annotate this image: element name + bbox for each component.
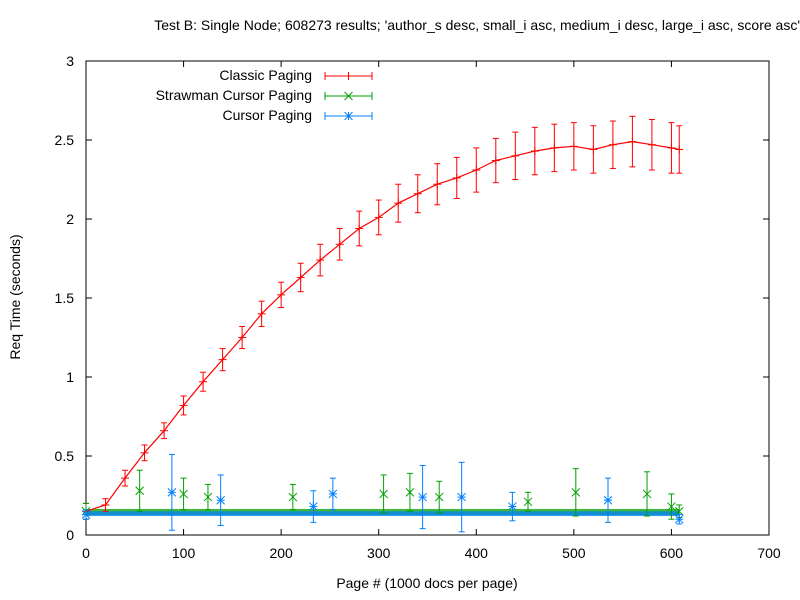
chart-title: Test B: Single Node; 608273 results; 'au…: [154, 17, 800, 33]
data-point: [308, 502, 318, 511]
data-point: [216, 495, 226, 505]
y-tick-label: 1.5: [55, 290, 75, 306]
x-tick-label: 400: [465, 545, 489, 561]
legend-label-cursor: Cursor Paging: [223, 107, 313, 123]
x-axis-label: Page # (1000 docs per page): [336, 575, 517, 591]
data-point: [603, 495, 613, 505]
legend-label-strawman: Strawman Cursor Paging: [156, 87, 312, 103]
legend-marker: [344, 91, 353, 101]
data-point: [667, 502, 676, 511]
data-point: [434, 492, 444, 502]
series-2: [81, 453, 684, 533]
x-tick-label: 200: [269, 545, 293, 561]
legend-marker: [344, 111, 353, 121]
baseline-band: [86, 511, 680, 517]
data-point: [457, 492, 467, 502]
data-point: [508, 502, 517, 511]
y-axis-label: Req Time (seconds): [7, 234, 23, 359]
y-tick-label: 0.5: [55, 448, 75, 464]
x-tick-label: 500: [562, 545, 586, 561]
x-tick-label: 600: [660, 545, 684, 561]
x-tick-label: 100: [172, 545, 196, 561]
data-point: [418, 492, 427, 502]
y-tick-label: 2.5: [55, 132, 75, 148]
y-tick-label: 2: [66, 211, 74, 227]
plot-frame: [85, 60, 770, 536]
y-tick-label: 1: [66, 369, 74, 385]
data-point: [135, 486, 145, 496]
series-line: [85, 140, 680, 512]
data-point: [523, 497, 533, 507]
data-point: [288, 492, 298, 502]
y-tick-label: 0: [66, 527, 74, 543]
data-point: [81, 510, 91, 519]
plot-area: [81, 60, 770, 536]
data-point: [328, 489, 338, 499]
legend: Classic Paging Strawman Cursor Paging Cu…: [156, 67, 312, 123]
data-point: [642, 489, 652, 499]
x-tick-label: 700: [757, 545, 781, 561]
x-tick-label: 0: [82, 545, 90, 561]
y-tick-label: 3: [66, 53, 74, 69]
data-point: [674, 514, 684, 524]
data-point: [405, 487, 415, 497]
series-0: [82, 115, 684, 520]
data-point: [167, 487, 177, 497]
legend-label-classic: Classic Paging: [219, 67, 312, 83]
data-point: [179, 489, 188, 499]
x-tick-label: 300: [367, 545, 391, 561]
data-point: [379, 489, 388, 499]
data-point: [571, 487, 581, 497]
data-point: [203, 492, 213, 502]
